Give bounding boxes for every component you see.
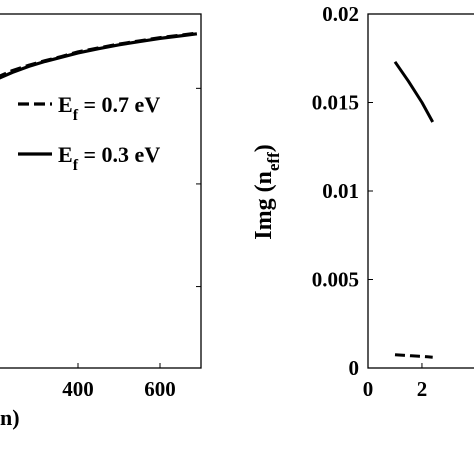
left-x-tick-label-1: 600 [144, 377, 176, 401]
left-series-line-0 [0, 31, 198, 78]
right-plot-frame [367, 13, 474, 369]
right-series-line-1 [394, 353, 433, 359]
right-y-axis-title-sub: eff [264, 152, 283, 171]
legend-label-rest-1: = 0.3 eV [78, 142, 160, 167]
right-y-tick-label-0: 0.02 [322, 2, 359, 26]
right-y-axis-title-close: ) [251, 144, 277, 152]
left-x-tick-label-0: 400 [62, 377, 94, 401]
right-y-tick-label-3: 0.005 [312, 268, 359, 292]
right-series-line-0 [393, 60, 435, 123]
legend-label-rest-0: = 0.7 eV [78, 92, 160, 117]
legend-label-sub-1: f [73, 157, 79, 174]
left-plot-frame [0, 13, 202, 369]
right-y-tick-label-2: 0.01 [322, 179, 359, 203]
right-y-tick-label-1: 0.015 [312, 91, 359, 115]
right-y-axis-title-main: Img (n [251, 171, 277, 240]
left-series-line-1 [0, 32, 198, 80]
legend-label-main-0: E [58, 92, 73, 117]
left-x-axis-title: n) [0, 405, 20, 430]
right-y-axis-title: Img (neff) [251, 144, 283, 240]
right-x-tick-label-0: 0 [363, 377, 374, 401]
legend-label-1: Ef = 0.3 eV [58, 142, 160, 174]
legend-label-sub-0: f [73, 107, 79, 124]
right-chart-panel: 0.02 0.015 0.01 0.005 00 2 Img (neff) [251, 2, 474, 401]
legend-label-main-1: E [58, 142, 73, 167]
right-y-tick-label-4: 0 [349, 356, 360, 380]
legend-label-0: Ef = 0.7 eV [58, 92, 160, 124]
right-x-tick-label-1: 2 [417, 377, 428, 401]
